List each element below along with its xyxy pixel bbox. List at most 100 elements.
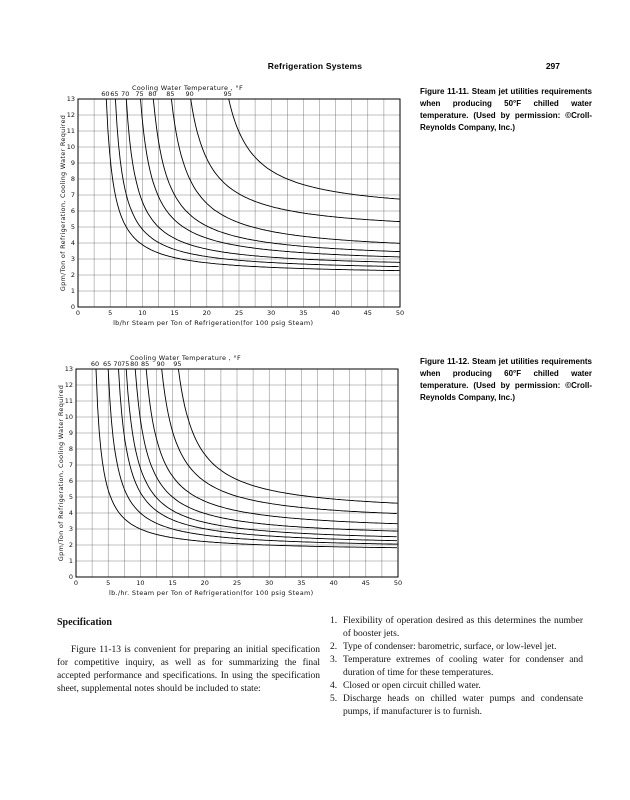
figure-11-12-caption: Figure 11-12. Steam jet utilities requir… [420, 357, 592, 402]
svg-text:90: 90 [186, 90, 194, 98]
svg-text:95: 95 [173, 360, 181, 368]
svg-text:8: 8 [69, 445, 73, 453]
svg-text:11: 11 [67, 127, 75, 135]
svg-text:6: 6 [71, 207, 75, 215]
svg-text:20: 20 [201, 579, 209, 587]
svg-text:70: 70 [121, 90, 129, 98]
svg-text:9: 9 [69, 429, 73, 437]
svg-text:75: 75 [135, 90, 143, 98]
svg-text:Gpm/Ton of Refrigeration, Cool: Gpm/Ton of Refrigeration, Cooling Water … [58, 385, 65, 561]
svg-text:30: 30 [265, 579, 273, 587]
svg-text:2: 2 [71, 271, 75, 279]
svg-text:8: 8 [71, 175, 75, 183]
svg-text:30: 30 [267, 309, 275, 317]
svg-text:40: 40 [329, 579, 337, 587]
svg-text:20: 20 [203, 309, 211, 317]
list-item: 2. Type of condenser: barometric, surfac… [330, 641, 583, 654]
svg-text:85: 85 [141, 360, 149, 368]
list-item: 1. Flexibility of operation desired as t… [330, 615, 583, 641]
figure-11-12-chart: 0 5 10 15 20 25 30 35 40 45 5001234567891011121360… [58, 354, 402, 597]
list-item: 4. Closed or open circuit chilled water. [330, 680, 583, 693]
svg-text:10: 10 [136, 579, 144, 587]
svg-text:45: 45 [364, 309, 372, 317]
list-item-text: Type of condenser: barometric, surface, … [343, 642, 557, 652]
svg-text:15: 15 [170, 309, 178, 317]
svg-text:0: 0 [71, 303, 75, 311]
svg-text:3: 3 [71, 255, 75, 263]
svg-text:80: 80 [130, 360, 138, 368]
svg-text:10: 10 [67, 143, 75, 151]
list-item-text: Closed or open circuit chilled water. [343, 681, 481, 691]
svg-text:12: 12 [67, 111, 75, 119]
svg-text:11: 11 [65, 397, 73, 405]
svg-text:13: 13 [65, 365, 73, 373]
svg-text:7: 7 [71, 191, 75, 199]
svg-text:70: 70 [113, 360, 121, 368]
svg-text:Cooling Water Temperature , °F: Cooling Water Temperature , °F [132, 84, 243, 92]
svg-text:80: 80 [148, 90, 156, 98]
list-item-number: 2. [330, 642, 338, 652]
svg-text:lb./hr. Steam per Ton of Refri: lb./hr. Steam per Ton of Refrigeration(f… [109, 589, 313, 597]
svg-text:4: 4 [71, 239, 75, 247]
svg-text:15: 15 [168, 579, 176, 587]
running-head-title: Refrigeration Systems [267, 61, 363, 71]
specification-paragraph: Figure 11-13 is convenient for preparing… [57, 645, 320, 694]
list-item-text: Flexibility of operation desired as this… [343, 616, 583, 639]
figure-11-11: 0 5 10 15 20 25 30 35 40 45 50 0 1 2 3 4 5 6 7 8 9 10 11 12 13 60… [60, 84, 412, 328]
svg-text:1: 1 [69, 557, 73, 565]
svg-text:13: 13 [67, 95, 75, 103]
svg-text:5: 5 [108, 309, 112, 317]
list-item-number: 1. [330, 616, 338, 626]
svg-text:90: 90 [157, 360, 165, 368]
right-column-numbered-list: 1. Flexibility of operation desired as t… [330, 615, 583, 719]
list-item-number: 5. [330, 694, 338, 704]
list-item: 3. Temperature extremes of cooling water… [330, 654, 583, 680]
svg-text:5: 5 [106, 579, 110, 587]
svg-text:4: 4 [69, 509, 73, 517]
svg-text:35: 35 [297, 579, 305, 587]
list-item-text: Discharge heads on chilled water pumps a… [343, 694, 583, 717]
svg-text:40: 40 [331, 309, 339, 317]
svg-text:60: 60 [101, 90, 109, 98]
svg-text:85: 85 [166, 90, 174, 98]
svg-text:5: 5 [69, 493, 73, 501]
svg-text:60: 60 [91, 360, 99, 368]
list-item-number: 4. [330, 681, 338, 691]
list-item: 5. Discharge heads on chilled water pump… [330, 693, 583, 719]
page-number: 297 [545, 61, 560, 71]
svg-text:3: 3 [69, 525, 73, 533]
svg-text:10: 10 [65, 413, 73, 421]
figure-11-11-caption: Figure 11-11. Steam jet utilities requir… [420, 87, 592, 132]
svg-text:45: 45 [362, 579, 370, 587]
svg-text:0: 0 [74, 579, 78, 587]
figure-11-12: 0 5 10 15 20 25 30 35 40 45 50 0 1 2 3 4 5 6 7 8 9 10 11 12 13 60… [58, 354, 410, 598]
svg-text:5: 5 [71, 223, 75, 231]
list-item-text: Temperature extremes of cooling water fo… [343, 655, 583, 678]
svg-text:9: 9 [71, 159, 75, 167]
svg-text:7: 7 [69, 461, 73, 469]
svg-text:75: 75 [121, 360, 129, 368]
list-item-number: 3. [330, 655, 338, 665]
svg-text:6: 6 [69, 477, 73, 485]
svg-text:50: 50 [394, 579, 402, 587]
svg-text:50: 50 [396, 309, 404, 317]
svg-text:95: 95 [224, 90, 232, 98]
svg-text:35: 35 [299, 309, 307, 317]
svg-text:25: 25 [235, 309, 243, 317]
svg-text:Cooling Water Temperature , °F: Cooling Water Temperature , °F [130, 354, 241, 362]
svg-text:65: 65 [110, 90, 118, 98]
svg-text:10: 10 [138, 309, 146, 317]
svg-text:1: 1 [71, 287, 75, 295]
svg-text:0: 0 [69, 573, 73, 581]
figure-11-11-chart: 0 5 10 15 20 25 30 35 40 45 5001234567891011121360… [60, 84, 404, 327]
svg-text:65: 65 [103, 360, 111, 368]
svg-text:Gpm/Ton of Refrigeration, Cool: Gpm/Ton of Refrigeration, Cooling Water … [60, 115, 67, 291]
svg-text:lb/hr Steam per Ton of Refrige: lb/hr Steam per Ton of Refrigeration(for… [113, 319, 313, 327]
section-heading-specification: Specification [57, 617, 112, 628]
svg-text:12: 12 [65, 381, 73, 389]
svg-text:2: 2 [69, 541, 73, 549]
svg-text:25: 25 [233, 579, 241, 587]
svg-text:0: 0 [76, 309, 80, 317]
left-column: Specification Figure 11-13 is convenient… [57, 617, 320, 696]
